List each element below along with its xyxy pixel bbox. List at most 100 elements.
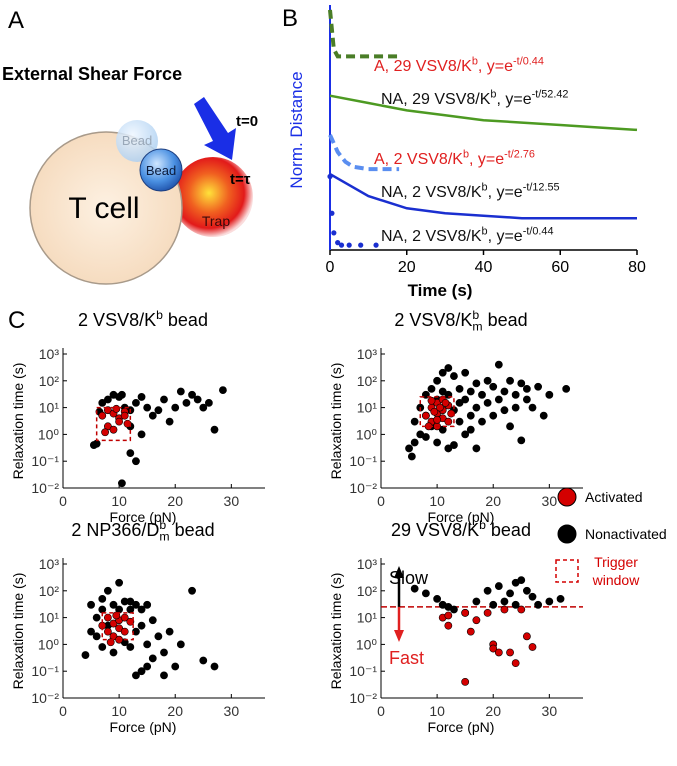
x-tick-label: 20	[485, 703, 501, 719]
point	[137, 605, 146, 614]
point	[433, 376, 442, 385]
data-line	[329, 94, 638, 132]
point	[444, 364, 453, 372]
text-part: b	[482, 226, 488, 238]
point	[427, 396, 436, 405]
point	[478, 417, 486, 426]
point	[489, 382, 498, 391]
x-tick-label: 0	[377, 493, 385, 509]
x-tick-label: 80	[628, 259, 646, 276]
text-part: 2 VSV8/K	[78, 310, 156, 330]
point	[483, 376, 492, 385]
text-part: -t/0.44	[513, 56, 544, 68]
point	[143, 403, 152, 412]
ttau-label: t=τ	[230, 171, 251, 188]
point	[494, 395, 503, 404]
point	[472, 616, 481, 625]
legend-label: Trigger	[594, 554, 638, 570]
x-tick-label: 20	[167, 493, 183, 509]
text-part: b	[482, 182, 488, 194]
point	[132, 600, 140, 609]
legend-label: window	[592, 572, 641, 588]
point	[92, 632, 101, 641]
x-tick-label: 30	[224, 703, 240, 719]
x-axis-label: Time (s)	[408, 281, 473, 300]
point	[188, 390, 196, 399]
point	[160, 648, 168, 657]
data-line	[328, 134, 400, 172]
text-part: m	[472, 320, 482, 334]
point	[517, 605, 526, 614]
point	[483, 398, 492, 407]
legend-marker	[557, 487, 577, 507]
text-part: 29 VSV8/K	[391, 520, 479, 540]
y-tick-label: 10⁻¹	[31, 663, 59, 679]
y-tick-label: 10⁻²	[349, 480, 377, 496]
point	[511, 659, 520, 668]
point	[562, 384, 571, 393]
bead	[139, 148, 183, 192]
slow-label: Slow	[389, 568, 429, 588]
point	[137, 430, 146, 439]
point	[433, 438, 442, 447]
point	[148, 616, 157, 625]
legend-label: Activated	[585, 489, 643, 505]
point	[182, 398, 191, 407]
point	[109, 425, 118, 434]
rich-text: A, 2 VSV8/Kb, y=e-t/2.76	[374, 149, 535, 168]
point	[494, 582, 503, 590]
arrow	[194, 97, 236, 160]
point	[444, 611, 453, 620]
point	[489, 411, 498, 420]
point	[160, 671, 168, 680]
point	[427, 384, 436, 393]
point	[489, 600, 498, 609]
point	[450, 605, 458, 614]
point	[87, 600, 95, 609]
point	[103, 395, 112, 404]
x-tick-label: 0	[59, 493, 67, 509]
trap-label: Trap	[202, 213, 230, 229]
point	[433, 415, 442, 424]
point	[210, 662, 219, 671]
point	[466, 425, 475, 434]
text-part: NA, 29 VSV8/K	[381, 91, 491, 108]
y-axis-label: Relaxation time (s)	[10, 363, 26, 480]
point	[103, 613, 112, 622]
point	[511, 403, 520, 412]
point	[171, 403, 180, 412]
x-tick-label: 10	[111, 703, 127, 719]
point	[522, 384, 531, 393]
x-tick-label: 30	[224, 493, 240, 509]
point	[405, 444, 413, 453]
point	[154, 632, 163, 641]
x-tick-label: 20	[398, 259, 416, 276]
y-tick-label: 10²	[39, 583, 60, 599]
point	[92, 439, 101, 448]
point	[430, 407, 439, 416]
point	[466, 627, 475, 636]
diagram: External Shear Force T cell Bead Bead Tr…	[2, 64, 258, 285]
point	[478, 390, 486, 399]
point	[506, 376, 514, 385]
point	[528, 403, 537, 412]
text-part: b	[490, 89, 496, 101]
y-tick-label: 10⁻²	[349, 690, 377, 706]
rich-text: NA, 2 VSV8/Kb, y=e-t/12.55	[381, 182, 560, 201]
y-tick-label: 10¹	[357, 610, 378, 626]
x-axis-label: Force (pN)	[110, 719, 177, 735]
trigger-window	[95, 406, 132, 442]
point	[472, 597, 481, 606]
point	[188, 586, 196, 595]
panel-letter: C	[8, 307, 25, 334]
point	[461, 395, 470, 404]
diagram-title: External Shear Force	[2, 64, 182, 84]
y-tick-label: 10²	[357, 583, 378, 599]
point	[193, 395, 202, 404]
point	[441, 398, 450, 407]
y-tick-label: 10⁰	[38, 636, 60, 652]
data-line	[328, 9, 400, 59]
point	[517, 436, 526, 445]
point	[98, 605, 107, 614]
